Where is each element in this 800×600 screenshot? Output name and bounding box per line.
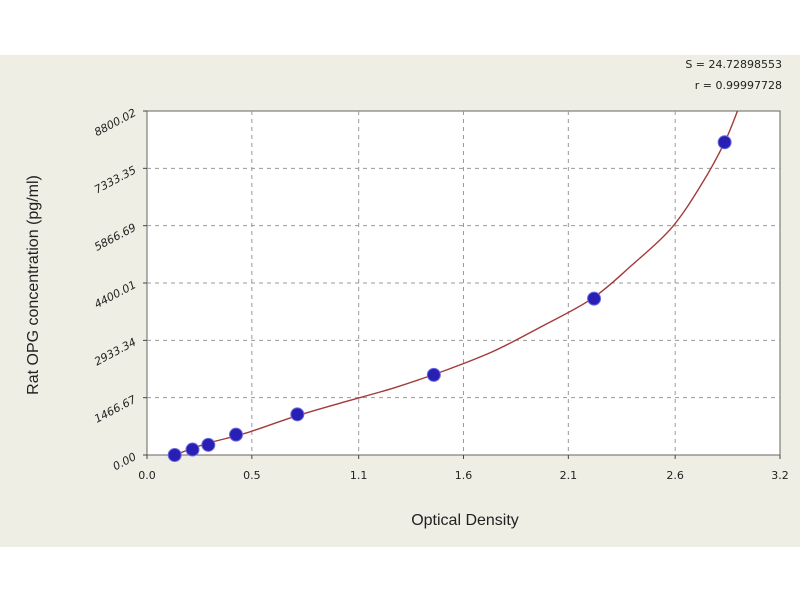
x-tick-label: 0.0 [138,469,156,482]
y-tick-label: 2933.34 [92,336,138,369]
data-point [201,437,216,452]
data-point [167,448,182,462]
y-tick-label: 1466.67 [92,393,138,426]
x-tick-label: 1.6 [455,469,473,482]
fit-curve [174,111,739,455]
x-tick-label: 3.2 [771,469,789,482]
chart: 0.0 0.5 1.1 1.6 2.1 2.6 3.2 0.00 1466.67 2933.34 4… [25,58,789,529]
data-point [717,135,732,150]
fit-curve-layer [174,111,739,455]
stat-s: S = 24.72898553 [685,58,782,71]
y-tick-label: 4400.01 [92,278,138,311]
x-axis-title: Optical Density [411,512,519,529]
data-point [290,407,305,422]
x-tick-label: 2.6 [666,469,684,482]
y-axis-title: Rat OPG concentration (pg/ml) [25,175,42,395]
y-tick-label: 7333.35 [92,164,138,197]
chart-panel: 0.0 0.5 1.1 1.6 2.1 2.6 3.2 0.00 1466.67 2933.34 4… [0,55,800,547]
y-tick-label: 8800.02 [92,106,138,139]
data-point [426,367,441,382]
data-point [587,291,602,306]
x-tick-label: 1.1 [350,469,368,482]
stat-r: r = 0.99997728 [695,79,782,92]
y-tick-label: 5866.69 [92,221,138,254]
x-tick-label: 2.1 [560,469,578,482]
grid [143,110,781,459]
data-point [185,442,200,457]
data-points [167,135,732,462]
data-point [229,427,244,442]
x-tick-label: 0.5 [243,469,261,482]
y-tick-label: 0.00 [111,450,139,473]
